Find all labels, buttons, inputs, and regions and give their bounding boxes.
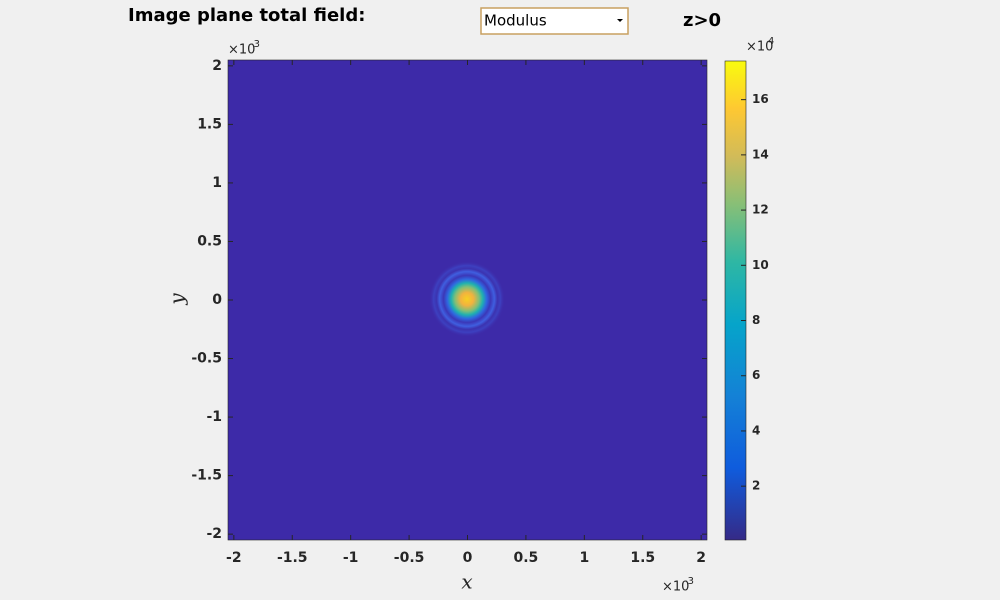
y-tick-label: 1 bbox=[212, 175, 222, 191]
dropdown[interactable]: Modulus bbox=[480, 7, 629, 35]
x-tick-label: -1 bbox=[343, 550, 359, 566]
x-tick-label: 2 bbox=[696, 550, 706, 566]
colorbar-tick-label: 8 bbox=[752, 313, 760, 327]
y-tick-label: -1.5 bbox=[191, 468, 222, 484]
y-tick-label: -0.5 bbox=[191, 351, 222, 367]
colorbar-tick-label: 16 bbox=[752, 92, 769, 106]
x-exponent-power: -3 bbox=[684, 576, 694, 587]
y-tick-label: -2 bbox=[206, 526, 222, 542]
colorbar-tick-label: 10 bbox=[752, 258, 769, 272]
y-tick-label: 0 bbox=[212, 292, 222, 308]
field-spot bbox=[429, 261, 505, 337]
x-tick-label: 1 bbox=[579, 550, 589, 566]
colorbar-tick-label: 12 bbox=[752, 203, 769, 217]
dropdown-value[interactable]: Modulus bbox=[484, 12, 547, 30]
panel-title: Image plane total field: bbox=[128, 5, 365, 26]
y-axis-label: y bbox=[165, 293, 189, 306]
x-axis-label: x bbox=[461, 570, 472, 594]
x-tick-label: -1.5 bbox=[277, 550, 308, 566]
y-tick-label: 1.5 bbox=[197, 116, 222, 132]
colorbar bbox=[724, 60, 747, 541]
x-tick-label: 0 bbox=[463, 550, 473, 566]
colorbar-tick-label: 14 bbox=[752, 147, 769, 161]
colorbar-tick-label: 4 bbox=[752, 423, 760, 437]
y-exponent-power: -3 bbox=[250, 39, 260, 50]
x-tick-label: -0.5 bbox=[394, 550, 425, 566]
y-tick-label: 0.5 bbox=[197, 233, 222, 249]
x-exponent-base: ×10 bbox=[662, 580, 689, 595]
colorbar-exponent-base: ×10 bbox=[746, 40, 773, 55]
x-tick-label: 1.5 bbox=[630, 550, 655, 566]
y-tick-label: 2 bbox=[212, 58, 222, 74]
region-label: z>0 bbox=[683, 10, 721, 31]
dropdown-arrow[interactable] bbox=[617, 19, 623, 22]
colorbar-tick-label: 2 bbox=[752, 479, 760, 493]
colorbar-tick-label: 6 bbox=[752, 368, 760, 382]
x-tick-label: 0.5 bbox=[514, 550, 539, 566]
x-tick-label: -2 bbox=[226, 550, 242, 566]
y-exponent-base: ×10 bbox=[228, 43, 255, 58]
dropdown-box[interactable] bbox=[480, 7, 629, 35]
colorbar-exponent-power: 4 bbox=[768, 36, 774, 47]
y-tick-label: -1 bbox=[206, 409, 222, 425]
